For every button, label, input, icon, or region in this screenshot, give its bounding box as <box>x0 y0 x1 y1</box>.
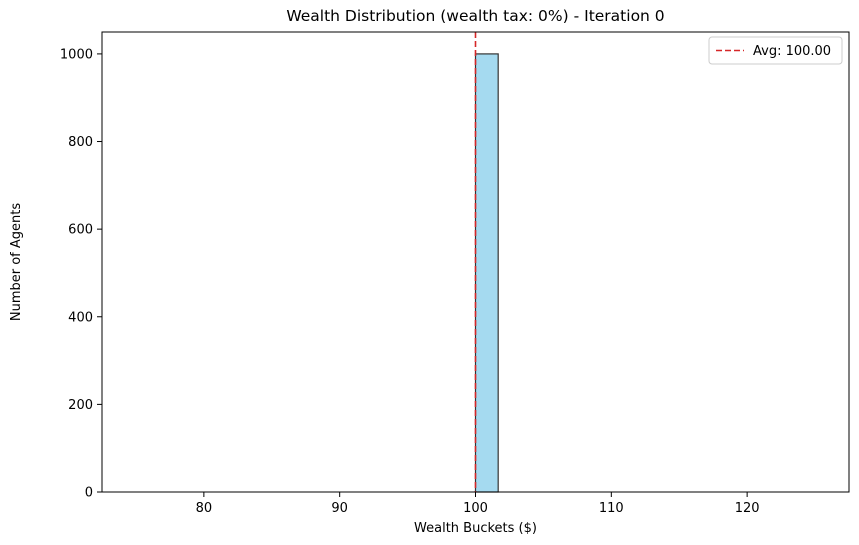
x-axis-label: Wealth Buckets ($) <box>414 521 537 536</box>
legend-avg-label: Avg: 100.00 <box>753 44 831 59</box>
y-tick-label-400: 400 <box>68 310 93 325</box>
y-tick-label-200: 200 <box>68 398 93 413</box>
y-tick-label-1000: 1000 <box>60 47 93 62</box>
y-axis-label: Number of Agents <box>9 203 24 321</box>
histogram-bar-1 <box>474 53 499 493</box>
x-tick-label-120: 120 <box>735 501 760 516</box>
x-tick-label-80: 80 <box>196 501 213 516</box>
y-tick-label-0: 0 <box>85 486 93 501</box>
x-tick-label-100: 100 <box>463 501 488 516</box>
x-tick-label-90: 90 <box>331 501 348 516</box>
legend-box <box>708 36 843 65</box>
y-tick-label-800: 800 <box>68 135 93 150</box>
chart-title: Wealth Distribution (wealth tax: 0%) - I… <box>286 7 664 25</box>
x-tick-label-110: 110 <box>599 501 624 516</box>
plot-area: 80 90 100 110 120 0 200 400 600 800 1000 <box>60 31 850 516</box>
legend: Avg: 100.00 <box>708 36 843 65</box>
y-tick-label-600: 600 <box>68 223 93 238</box>
